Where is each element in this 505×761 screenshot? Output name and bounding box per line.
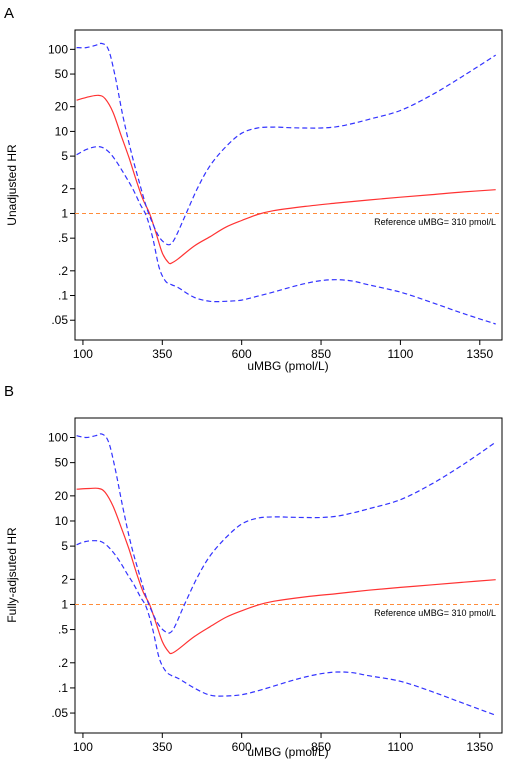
panel-b-y-tick-label: 1 [61,597,68,611]
panel-a-y-tick-label: 20 [55,100,69,114]
panel-a-y-tick-label: .1 [58,289,68,303]
panel-a-reference-label: Reference uMBG= 310 pmol/L [374,217,496,227]
panel-a-x-tick-label: 1100 [388,347,414,361]
panel-a-x-axis-title: uMBG (pmol/L) [247,359,328,373]
panel-b-series-lower-95-ci [76,540,496,716]
panel-b-y-tick-label: .1 [58,681,68,695]
panel-a-y-tick-label: 10 [55,124,69,138]
panel-a-series-upper-95-ci [76,42,497,246]
panel-a-y-tick-label: 50 [55,67,69,81]
panel-b-y-tick-label: 50 [55,456,69,470]
panel-b-y-tick-label: 10 [55,514,69,528]
panel-b-y-tick-label: 100 [48,431,68,445]
panel-b-ticks: 100 350 600 850 1100 1350 .05 .1 .2 .5 1 2 5 10 20 50 10… [48,431,493,754]
panel-b-y-tick-label: 20 [55,489,69,503]
panel-b-x-tick-label: 1100 [388,740,414,754]
panel-b: B 100 350 600 850 1100 1350 .05 .1 .2 .5 1 2 5 10 20 50… [4,383,503,759]
panel-a-series-lower-95-ci [76,145,496,325]
panel-a-ticks: 100 350 600 850 1100 1350 .05 .1 .2 .5 1 2 5 10 20 50 10… [48,42,493,361]
panel-a-x-tick-label: 850 [311,347,331,361]
panel-b-x-tick-label: 100 [73,740,93,754]
panel-b-x-axis-title: uMBG (pmol/L) [247,745,328,759]
panel-b-letter: B [4,383,14,400]
panel-b-marks [75,433,502,716]
panel-b-y-tick-label: 2 [61,572,68,586]
panel-a-plot-frame [74,29,503,341]
panel-a-y-tick-label: .5 [58,231,68,245]
panel-b-y-tick-label: 5 [61,539,68,553]
panel-a-x-tick-label: 100 [73,347,93,361]
panel-a-y-tick-label: .05 [51,313,68,327]
panel-a-y-tick-label: .2 [58,264,68,278]
panel-b-y-axis-title: Fully-adjsuted HR [5,527,19,623]
panel-b-series-estimate [76,487,496,655]
panel-a-marks [75,42,502,325]
panel-a-y-tick-label: 2 [61,182,68,196]
panel-b-reference-label: Reference uMBG= 310 pmol/L [374,608,496,618]
panel-a-y-tick-label: 1 [61,206,68,220]
panel-b-x-tick-label: 850 [311,740,331,754]
panel-a-x-tick-label: 350 [152,347,172,361]
panel-b-y-tick-label: .05 [51,706,68,720]
panel-b-series-upper-95-ci [76,433,497,634]
panel-b-x-tick-label: 350 [152,740,172,754]
panel-b-y-tick-label: .2 [58,656,68,670]
panel-b-y-tick-label: .5 [58,623,68,637]
panel-a-letter: A [4,5,14,22]
panel-b-plot-frame [74,417,503,734]
panel-b-x-tick-label: 600 [232,740,252,754]
panel-a-y-tick-label: 5 [61,149,68,163]
panel-a: A 100 350 600 850 1100 1350 .05 .1 .2 .5 1 2 5 10 20 50… [4,5,503,373]
panel-a-x-tick-label: 1350 [466,347,493,361]
panel-a-series-estimate [76,94,496,265]
panel-a-y-tick-label: 100 [48,42,68,56]
panel-a-y-axis-title: Unadjusted HR [5,144,19,226]
panel-a-x-tick-label: 600 [232,347,252,361]
panel-b-x-tick-label: 1350 [466,740,493,754]
